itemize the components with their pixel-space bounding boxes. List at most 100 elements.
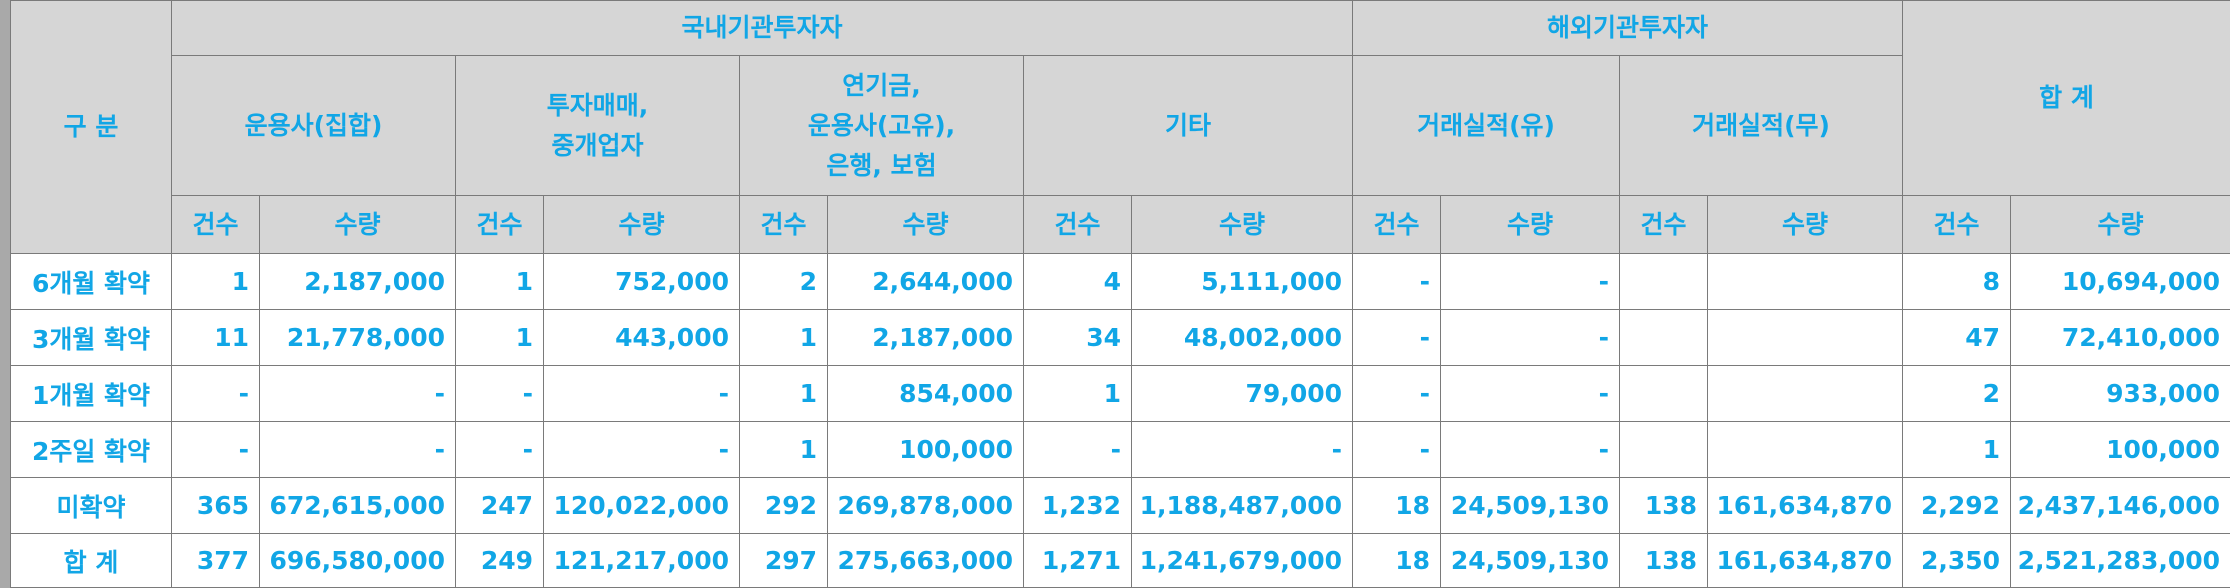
- quantity-header: 수량: [1441, 196, 1620, 254]
- quantity-cell: 696,580,000: [260, 534, 456, 588]
- count-header: 건수: [1903, 196, 2011, 254]
- count-header: 건수: [1620, 196, 1708, 254]
- count-cell: 1: [172, 254, 260, 310]
- allocation-table: 구 분 국내기관투자자 해외기관투자자 합 계 운용사(집합) 투자매매, 중개…: [10, 0, 2230, 588]
- count-cell: -: [456, 422, 544, 478]
- row-label: 합 계: [11, 534, 172, 588]
- quantity-cell: 672,615,000: [260, 478, 456, 534]
- quantity-cell: 933,000: [2011, 366, 2230, 422]
- count-cell: 1: [740, 422, 828, 478]
- count-header: 건수: [172, 196, 260, 254]
- count-cell: 18: [1353, 534, 1441, 588]
- count-cell: 2: [740, 254, 828, 310]
- count-cell: 2,292: [1903, 478, 2011, 534]
- group-trading-record-yes: 거래실적(유): [1353, 56, 1620, 196]
- domestic-investors-header: 국내기관투자자: [172, 1, 1353, 56]
- quantity-cell: 24,509,130: [1441, 478, 1620, 534]
- count-cell: 292: [740, 478, 828, 534]
- quantity-header: 수량: [2011, 196, 2230, 254]
- count-cell: 8: [1903, 254, 2011, 310]
- quantity-cell: 24,509,130: [1441, 534, 1620, 588]
- group-pension-line3: 은행, 보험: [826, 151, 936, 180]
- row-label: 3개월 확약: [11, 310, 172, 366]
- quantity-cell: 79,000: [1132, 366, 1353, 422]
- group-pension-line1: 연기금,: [842, 71, 921, 100]
- quantity-cell: -: [544, 422, 740, 478]
- quantity-cell: 752,000: [544, 254, 740, 310]
- count-cell: 2: [1903, 366, 2011, 422]
- count-cell: [1620, 310, 1708, 366]
- quantity-cell: 120,022,000: [544, 478, 740, 534]
- quantity-cell: 10,694,000: [2011, 254, 2230, 310]
- count-cell: 247: [456, 478, 544, 534]
- header-row-groups: 운용사(집합) 투자매매, 중개업자 연기금, 운용사(고유), 은행, 보험 …: [11, 56, 2230, 196]
- quantity-cell: -: [1441, 366, 1620, 422]
- category-header: 구 분: [11, 1, 172, 254]
- quantity-header: 수량: [828, 196, 1024, 254]
- quantity-cell: 100,000: [2011, 422, 2230, 478]
- count-cell: -: [172, 366, 260, 422]
- count-cell: 365: [172, 478, 260, 534]
- group-others: 기타: [1024, 56, 1353, 196]
- count-header: 건수: [1353, 196, 1441, 254]
- count-cell: 11: [172, 310, 260, 366]
- quantity-cell: 2,187,000: [828, 310, 1024, 366]
- quantity-cell: 5,111,000: [1132, 254, 1353, 310]
- group-trading-record-no: 거래실적(무): [1620, 56, 1903, 196]
- count-cell: 138: [1620, 478, 1708, 534]
- count-cell: -: [1353, 422, 1441, 478]
- count-cell: [1620, 422, 1708, 478]
- quantity-cell: 1,241,679,000: [1132, 534, 1353, 588]
- quantity-header: 수량: [544, 196, 740, 254]
- row-label: 6개월 확약: [11, 254, 172, 310]
- group-pension-bank-insurance: 연기금, 운용사(고유), 은행, 보험: [740, 56, 1024, 196]
- quantity-cell: [1708, 366, 1903, 422]
- quantity-cell: 275,663,000: [828, 534, 1024, 588]
- quantity-cell: -: [1132, 422, 1353, 478]
- count-cell: [1620, 366, 1708, 422]
- count-header: 건수: [456, 196, 544, 254]
- count-cell: 249: [456, 534, 544, 588]
- quantity-cell: -: [1441, 254, 1620, 310]
- quantity-cell: 269,878,000: [828, 478, 1024, 534]
- count-cell: 1: [1024, 366, 1132, 422]
- quantity-cell: 161,634,870: [1708, 478, 1903, 534]
- group-investment-trading: 투자매매, 중개업자: [456, 56, 740, 196]
- count-cell: 1: [740, 310, 828, 366]
- count-cell: 34: [1024, 310, 1132, 366]
- count-cell: 18: [1353, 478, 1441, 534]
- count-cell: 297: [740, 534, 828, 588]
- quantity-cell: -: [1441, 310, 1620, 366]
- count-cell: 1: [1903, 422, 2011, 478]
- quantity-cell: [1708, 422, 1903, 478]
- quantity-header: 수량: [1708, 196, 1903, 254]
- total-header: 합 계: [1903, 1, 2230, 196]
- count-cell: 1: [456, 254, 544, 310]
- count-header: 건수: [1024, 196, 1132, 254]
- count-cell: 1,271: [1024, 534, 1132, 588]
- group-investment-trading-line1: 투자매매,: [547, 91, 649, 120]
- quantity-cell: -: [544, 366, 740, 422]
- count-cell: 1,232: [1024, 478, 1132, 534]
- count-cell: -: [172, 422, 260, 478]
- header-row-count-quantity: 건수 수량 건수 수량 건수 수량 건수 수량 건수 수량 건수 수량 건수 수…: [11, 196, 2230, 254]
- quantity-cell: -: [260, 366, 456, 422]
- header-row-investor-type: 구 분 국내기관투자자 해외기관투자자 합 계: [11, 1, 2230, 56]
- quantity-header: 수량: [260, 196, 456, 254]
- count-cell: 2,350: [1903, 534, 2011, 588]
- count-cell: -: [1353, 366, 1441, 422]
- count-cell: -: [456, 366, 544, 422]
- count-cell: -: [1024, 422, 1132, 478]
- count-cell: 47: [1903, 310, 2011, 366]
- quantity-cell: [1708, 254, 1903, 310]
- row-label: 2주일 확약: [11, 422, 172, 478]
- quantity-cell: -: [1441, 422, 1620, 478]
- row-label: 미확약: [11, 478, 172, 534]
- quantity-cell: 2,644,000: [828, 254, 1024, 310]
